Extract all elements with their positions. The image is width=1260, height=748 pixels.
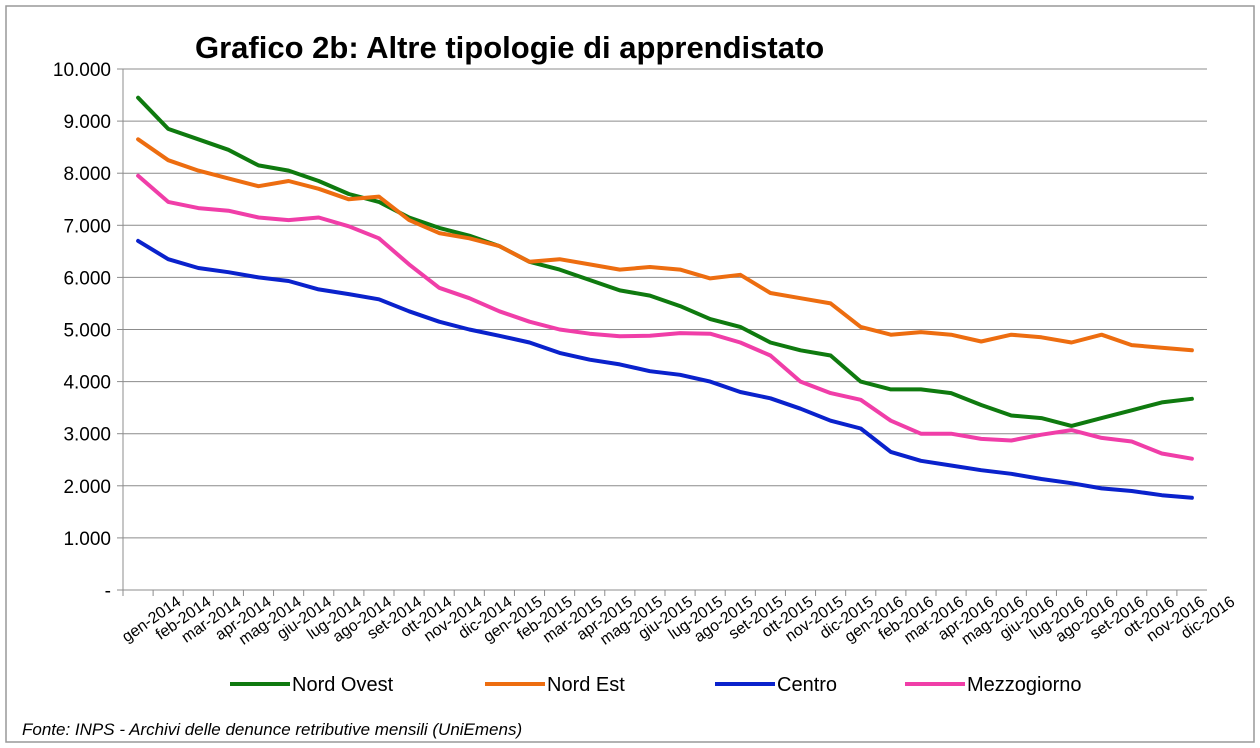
y-tick-label: 10.000 bbox=[53, 60, 111, 81]
y-tick-label: 5.000 bbox=[63, 321, 111, 342]
legend-label: Centro bbox=[777, 674, 837, 696]
y-tick-label: 9.000 bbox=[63, 112, 111, 133]
y-tick-label: 1.000 bbox=[63, 529, 111, 550]
series-line bbox=[136, 95, 1194, 428]
y-tick-label: 6.000 bbox=[63, 268, 111, 289]
chart-title: Grafico 2b: Altre tipologie di apprendis… bbox=[195, 30, 824, 65]
y-tick-label: 3.000 bbox=[63, 425, 111, 446]
y-tick-label: 4.000 bbox=[63, 373, 111, 394]
legend-label: Nord Ovest bbox=[292, 674, 394, 696]
series-line bbox=[136, 173, 1194, 461]
legend-label: Mezzogiorno bbox=[967, 674, 1082, 696]
series-line bbox=[136, 137, 1194, 353]
y-tick-label: 7.000 bbox=[63, 216, 111, 237]
chart-border bbox=[5, 5, 1255, 743]
y-tick-label: 8.000 bbox=[63, 164, 111, 185]
series-line bbox=[136, 238, 1194, 500]
footnote: Fonte: INPS - Archivi delle denunce retr… bbox=[22, 720, 522, 739]
y-tick-label: - bbox=[105, 581, 111, 602]
y-tick-label: 2.000 bbox=[63, 477, 111, 498]
legend-label: Nord Est bbox=[547, 674, 625, 696]
